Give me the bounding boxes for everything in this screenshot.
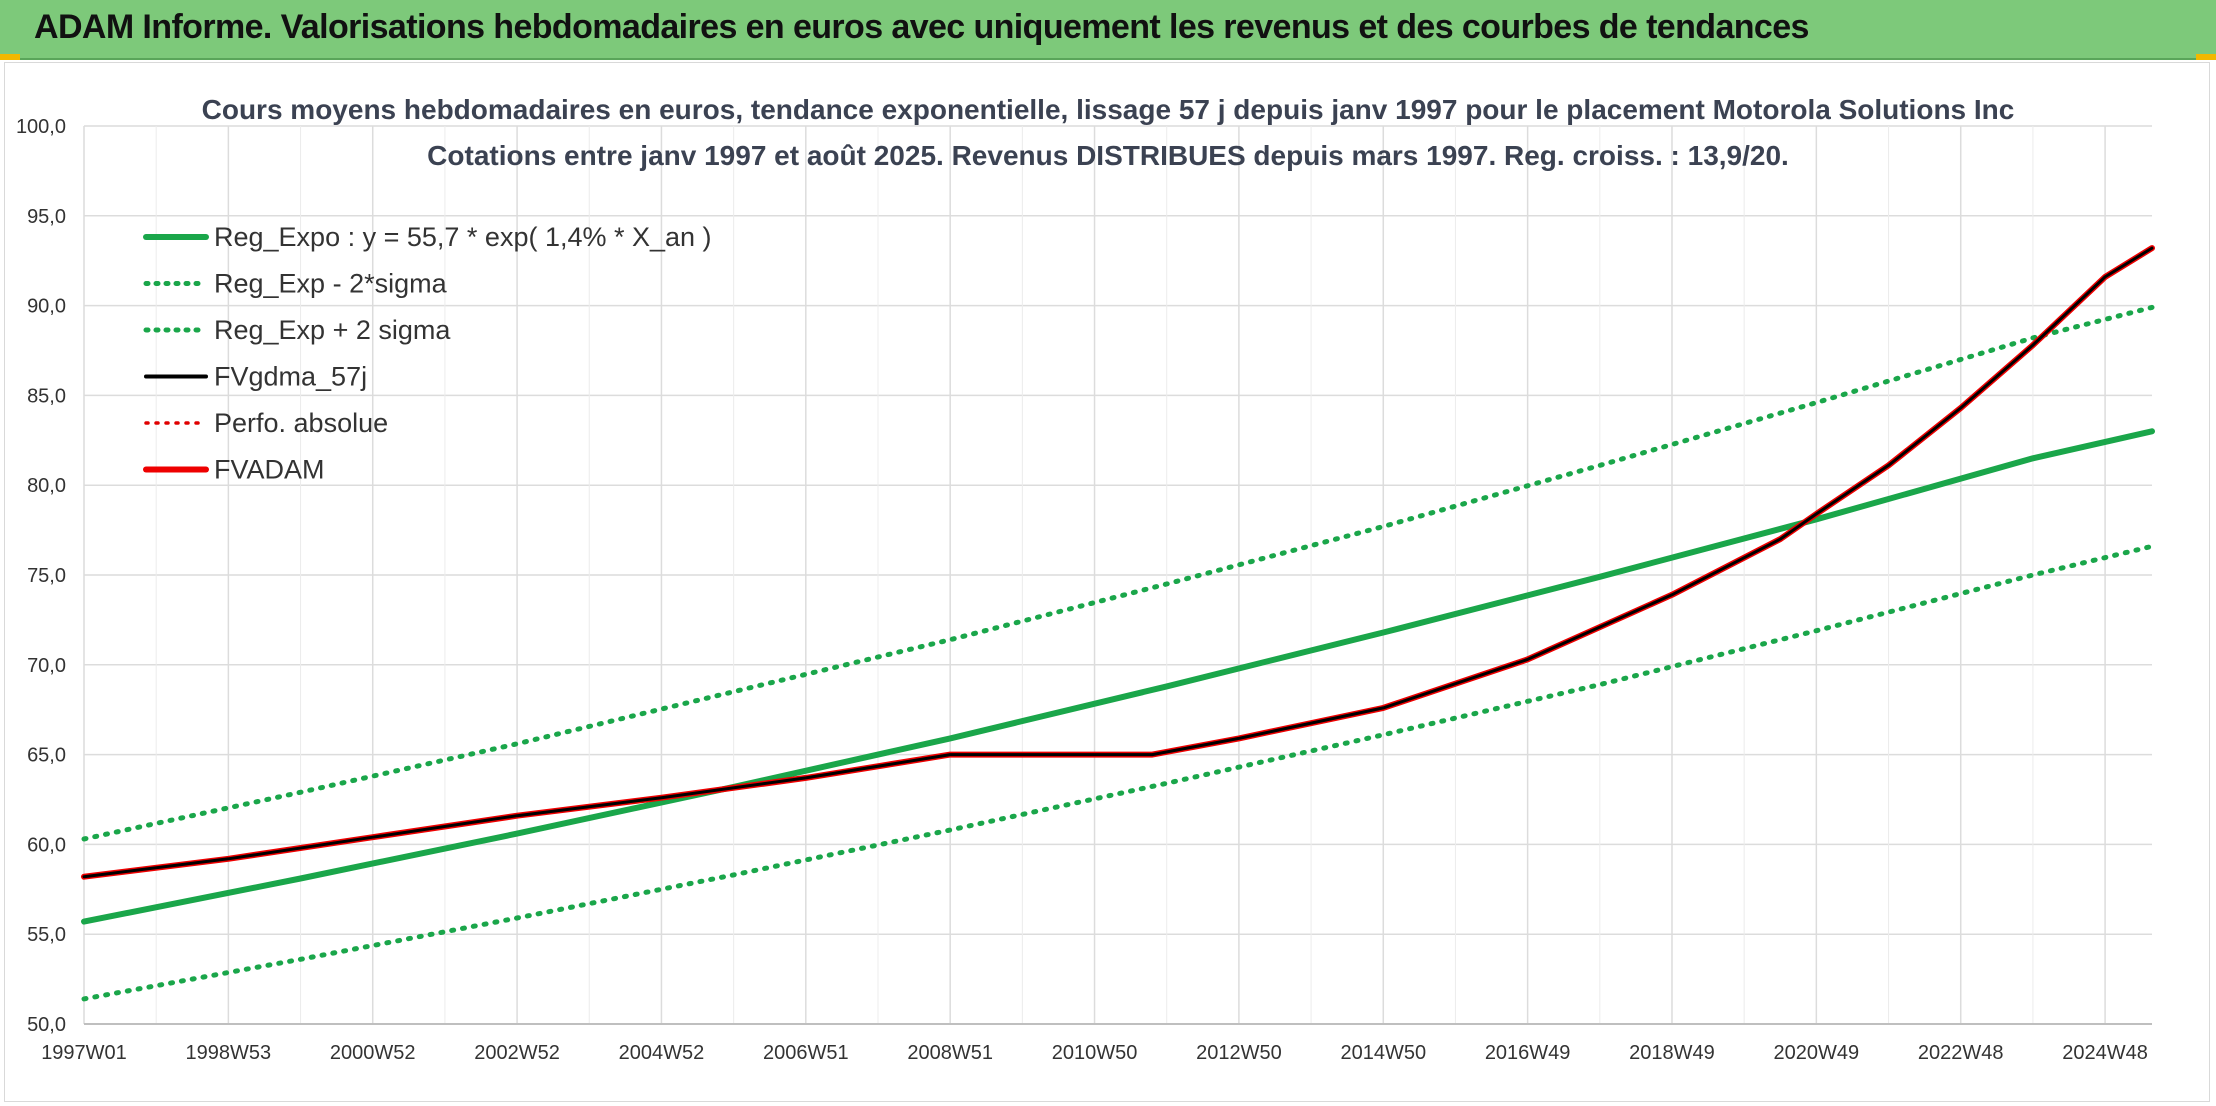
x-tick-label: 2020W49 [1774,1042,1860,1064]
legend-label-5: FVADAM [214,455,325,485]
x-tick-label: 2000W52 [330,1042,416,1064]
y-tick-label: 90,0 [27,296,66,318]
y-tick-label: 80,0 [27,475,66,497]
x-tick-label: 2018W49 [1629,1042,1715,1064]
x-tick-label: 2022W48 [1918,1042,2004,1064]
y-axis-ticks: 100,0 95,0 90,0 85,0 80,0 75,0 70,0 65,0 60,0 55,… [16,116,66,1036]
chart-title: Cours moyens hebdomadaires en euros, ten… [202,94,2015,125]
x-tick-label: 2024W48 [2062,1042,2148,1064]
y-tick-label: 85,0 [27,385,66,407]
y-tick-label: 65,0 [27,745,66,767]
legend-label-4: Perfo. absolue [214,408,388,438]
header-title: ADAM Informe. Valorisations hebdomadaire… [34,8,1809,46]
x-axis-ticks: 1997W01 1998W53 2000W52 2002W52 2004W52 2006W… [41,1042,2148,1064]
legend-label-3: FVgdma_57j [214,362,367,392]
corner-mark-left [0,54,20,60]
legend-label-0: Reg_Expo : y = 55,7 * exp( 1,4% * X_an ) [214,222,712,252]
x-tick-label: 2002W52 [474,1042,560,1064]
chart-subtitle: Cotations entre janv 1997 et août 2025. … [427,140,1789,171]
x-tick-label: 2004W52 [619,1042,705,1064]
series-lines [81,245,2155,1002]
x-tick-label: 2016W49 [1485,1042,1571,1064]
series-line-0 [81,428,2155,925]
grid [83,125,2152,1025]
y-tick-label: 75,0 [27,565,66,587]
x-tick-label: 1997W01 [41,1042,127,1064]
y-tick-label: 100,0 [16,116,66,138]
header-bar: ADAM Informe. Valorisations hebdomadaire… [0,0,2216,60]
x-tick-label: 2014W50 [1340,1042,1426,1064]
y-tick-label: 60,0 [27,834,66,856]
y-tick-label: 55,0 [27,924,66,946]
x-tick-label: 2012W50 [1196,1042,1282,1064]
corner-mark-right [2196,54,2216,60]
y-tick-label: 50,0 [27,1014,66,1036]
x-tick-label: 2006W51 [763,1042,849,1064]
series-line-1 [81,543,2155,1002]
y-tick-label: 95,0 [27,206,66,228]
series-line-2 [81,304,2155,842]
series-line-3 [82,246,2154,879]
legend-label-1: Reg_Exp - 2*sigma [214,269,448,299]
legend-label-2: Reg_Exp + 2 sigma [214,315,451,345]
x-tick-label: 2008W51 [907,1042,993,1064]
legend: Reg_Expo : y = 55,7 * exp( 1,4% * X_an )… [143,222,712,485]
y-tick-label: 70,0 [27,655,66,677]
x-tick-label: 1998W53 [186,1042,272,1064]
chart-frame [4,62,2210,1102]
x-tick-label: 2010W50 [1052,1042,1138,1064]
